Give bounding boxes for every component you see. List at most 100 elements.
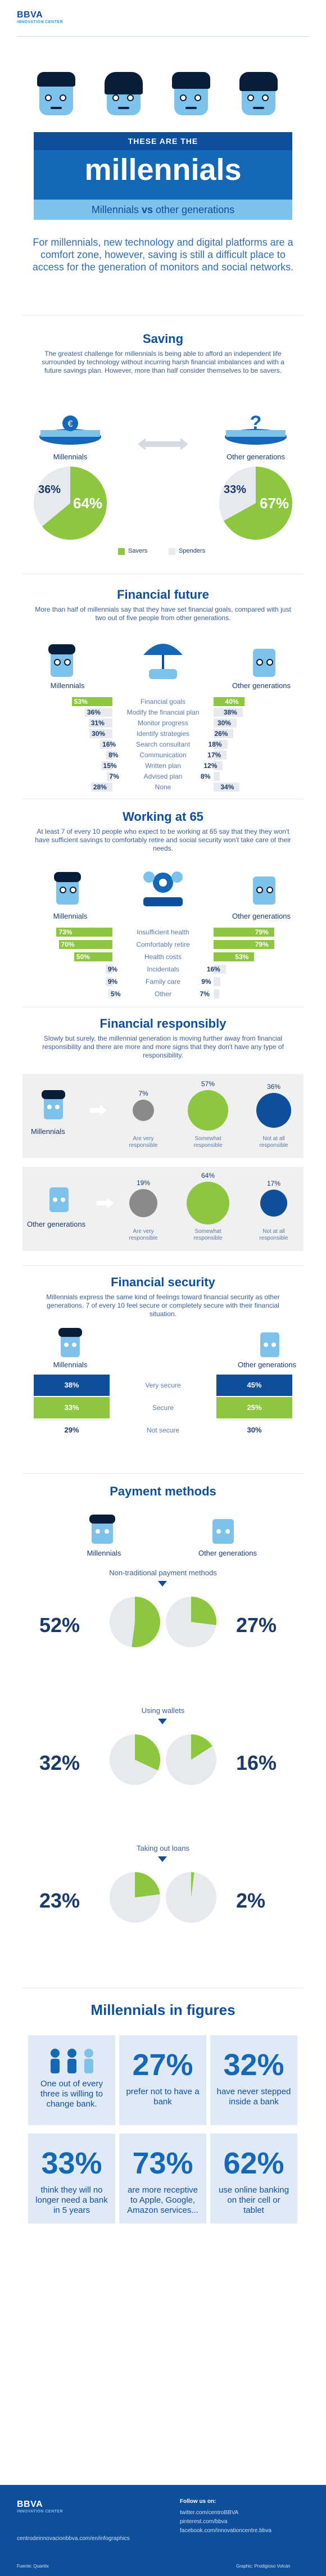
footer-credits: Graphic: Prodigioso Volcán	[236, 2564, 291, 2569]
bar-left-value: 8%	[108, 751, 119, 759]
banner-small-text: THESE ARE THE	[128, 137, 198, 146]
divider	[22, 798, 304, 799]
footer-link-twitter[interactable]: twitter.com/centroBBVA	[180, 2510, 239, 2516]
pie-slice-value	[132, 1597, 160, 1647]
payment-pie-millennials	[110, 1597, 160, 1647]
bar-left-value: 7%	[109, 772, 119, 780]
bar-right-value: 79%	[255, 928, 269, 936]
future-right-label: Other generations	[232, 681, 291, 690]
bar-left-value: 36%	[87, 708, 101, 716]
responsibility-circle	[256, 1093, 291, 1128]
legend-swatch	[118, 548, 125, 555]
divider	[22, 573, 304, 575]
divider	[17, 36, 309, 37]
security-title: Financial security	[111, 1275, 215, 1289]
header: BBVA INNOVATION CENTER	[17, 10, 63, 24]
payment-title: Payment methods	[110, 1484, 216, 1498]
bar-right-value: 9%	[201, 978, 211, 986]
bar-left	[105, 977, 112, 986]
responsibility-category: Not at all responsible	[259, 1228, 288, 1241]
figure-box: 73% are more receptive to Apple, Google, …	[119, 2134, 206, 2224]
bar-left	[56, 928, 112, 937]
security-right-value: 30%	[247, 1426, 262, 1434]
bar-left-value: 5%	[111, 990, 121, 998]
millennial-face-icon	[87, 1512, 118, 1546]
millennial-face-icon	[45, 641, 79, 680]
bar-category-label: Communication	[139, 751, 187, 759]
payment-right-value: 2%	[236, 1889, 266, 1912]
divider	[22, 1473, 304, 1474]
responsibility-circle	[132, 1099, 155, 1122]
bar-category-label: Search consultant	[135, 740, 191, 748]
bar-right	[214, 940, 274, 949]
vs-left: Millennials	[91, 204, 139, 215]
responsibility-value: 19%	[136, 1178, 151, 1187]
responsibility-category: Are very responsible	[129, 1228, 158, 1241]
pie-value: 33%	[224, 483, 247, 496]
figure-box: 32% have never stepped inside a bank	[210, 2035, 297, 2125]
pie-slice-value	[191, 1597, 216, 1625]
security-bar-left	[34, 1397, 110, 1418]
security-category: Secure	[152, 1404, 174, 1412]
responsibility-circle	[187, 1182, 229, 1224]
divider	[22, 1987, 304, 1989]
pie-value: 36%	[38, 483, 61, 496]
working-desc: At least 7 of every 10 people who expect…	[35, 828, 291, 852]
security-category: Not secure	[146, 1426, 180, 1434]
security-left-value: 33%	[64, 1403, 79, 1412]
figure-value: 32%	[223, 2048, 284, 2082]
logo-subtitle: INNOVATION CENTER	[17, 20, 64, 24]
future-desc: More than half of millennials say that t…	[35, 605, 291, 622]
other-face-icon	[247, 869, 281, 908]
banner-main	[34, 150, 292, 200]
bar-left	[105, 965, 112, 974]
figures-title-prefix: Millennials	[90, 2001, 166, 2018]
bar-right	[214, 977, 221, 986]
bar-left-value: 70%	[61, 941, 75, 948]
footer-site-link[interactable]: centrodeinnovacionbbva.com/en/infographi…	[17, 2536, 130, 2542]
millennial-face-icon	[39, 1088, 67, 1122]
bar-category-label: Incidentals	[147, 965, 179, 973]
responsibly-others-label: Other generations	[27, 1220, 86, 1228]
payment-pie-others	[166, 1734, 216, 1785]
responsibility-value: 7%	[138, 1089, 148, 1097]
figure-box: 62% use online banking on their cell or t…	[210, 2134, 297, 2224]
question-icon: ?	[219, 412, 292, 447]
security-left-value: 38%	[64, 1381, 79, 1389]
security-category: Very secure	[145, 1381, 181, 1389]
bar-left	[101, 761, 112, 770]
banner-title: millennials	[84, 153, 242, 187]
security-bar-right	[216, 1397, 292, 1418]
bar-left	[106, 751, 112, 760]
vs-bar: Millennials vs other generations	[34, 200, 292, 220]
responsibly-desc: Slowly but surely, the millennial genera…	[42, 1034, 284, 1059]
footer-link-facebook[interactable]: facebook.com/innovationcentre.bbva	[180, 2528, 271, 2534]
footer-follow: Follow us on:	[180, 2498, 216, 2505]
bar-left	[108, 989, 112, 998]
responsibility-category: Somewhat responsible	[193, 1136, 223, 1149]
pie-slice-value	[135, 1734, 160, 1771]
millennial-face-icon	[56, 1326, 84, 1359]
working-title: Working at 65	[123, 810, 203, 824]
bar-category-label: Financial goals	[140, 698, 186, 706]
payment-group-label: Taking out loans	[137, 1844, 189, 1852]
payment-pie-millennials	[110, 1872, 160, 1923]
figures-title-suffix: in figures	[169, 2001, 236, 2018]
security-left-value: 29%	[64, 1426, 79, 1434]
divider	[22, 1006, 304, 1007]
bbva-logo[interactable]: BBVA	[17, 10, 43, 20]
figure-text: use online banking on their cell or tabl…	[218, 2185, 289, 2215]
footer: BBVA INNOVATION CENTER centrodeinnovacio…	[0, 2485, 326, 2576]
other-face-icon	[247, 641, 281, 680]
responsibility-circle	[260, 1189, 288, 1217]
gears-icon	[138, 866, 188, 911]
figure-value: 27%	[132, 2048, 193, 2082]
footer-link-pinterest[interactable]: pinterest.com/bbva	[180, 2519, 228, 2525]
bar-left-value: 31%	[90, 719, 105, 727]
payment-left-value: 32%	[39, 1751, 80, 1774]
footer-logo[interactable]: BBVA	[17, 2500, 43, 2509]
bar-right-value: 17%	[207, 751, 221, 759]
bar-left	[88, 718, 112, 727]
responsibly-others-panel	[22, 1167, 304, 1251]
working-right-label: Other generations	[232, 912, 291, 920]
